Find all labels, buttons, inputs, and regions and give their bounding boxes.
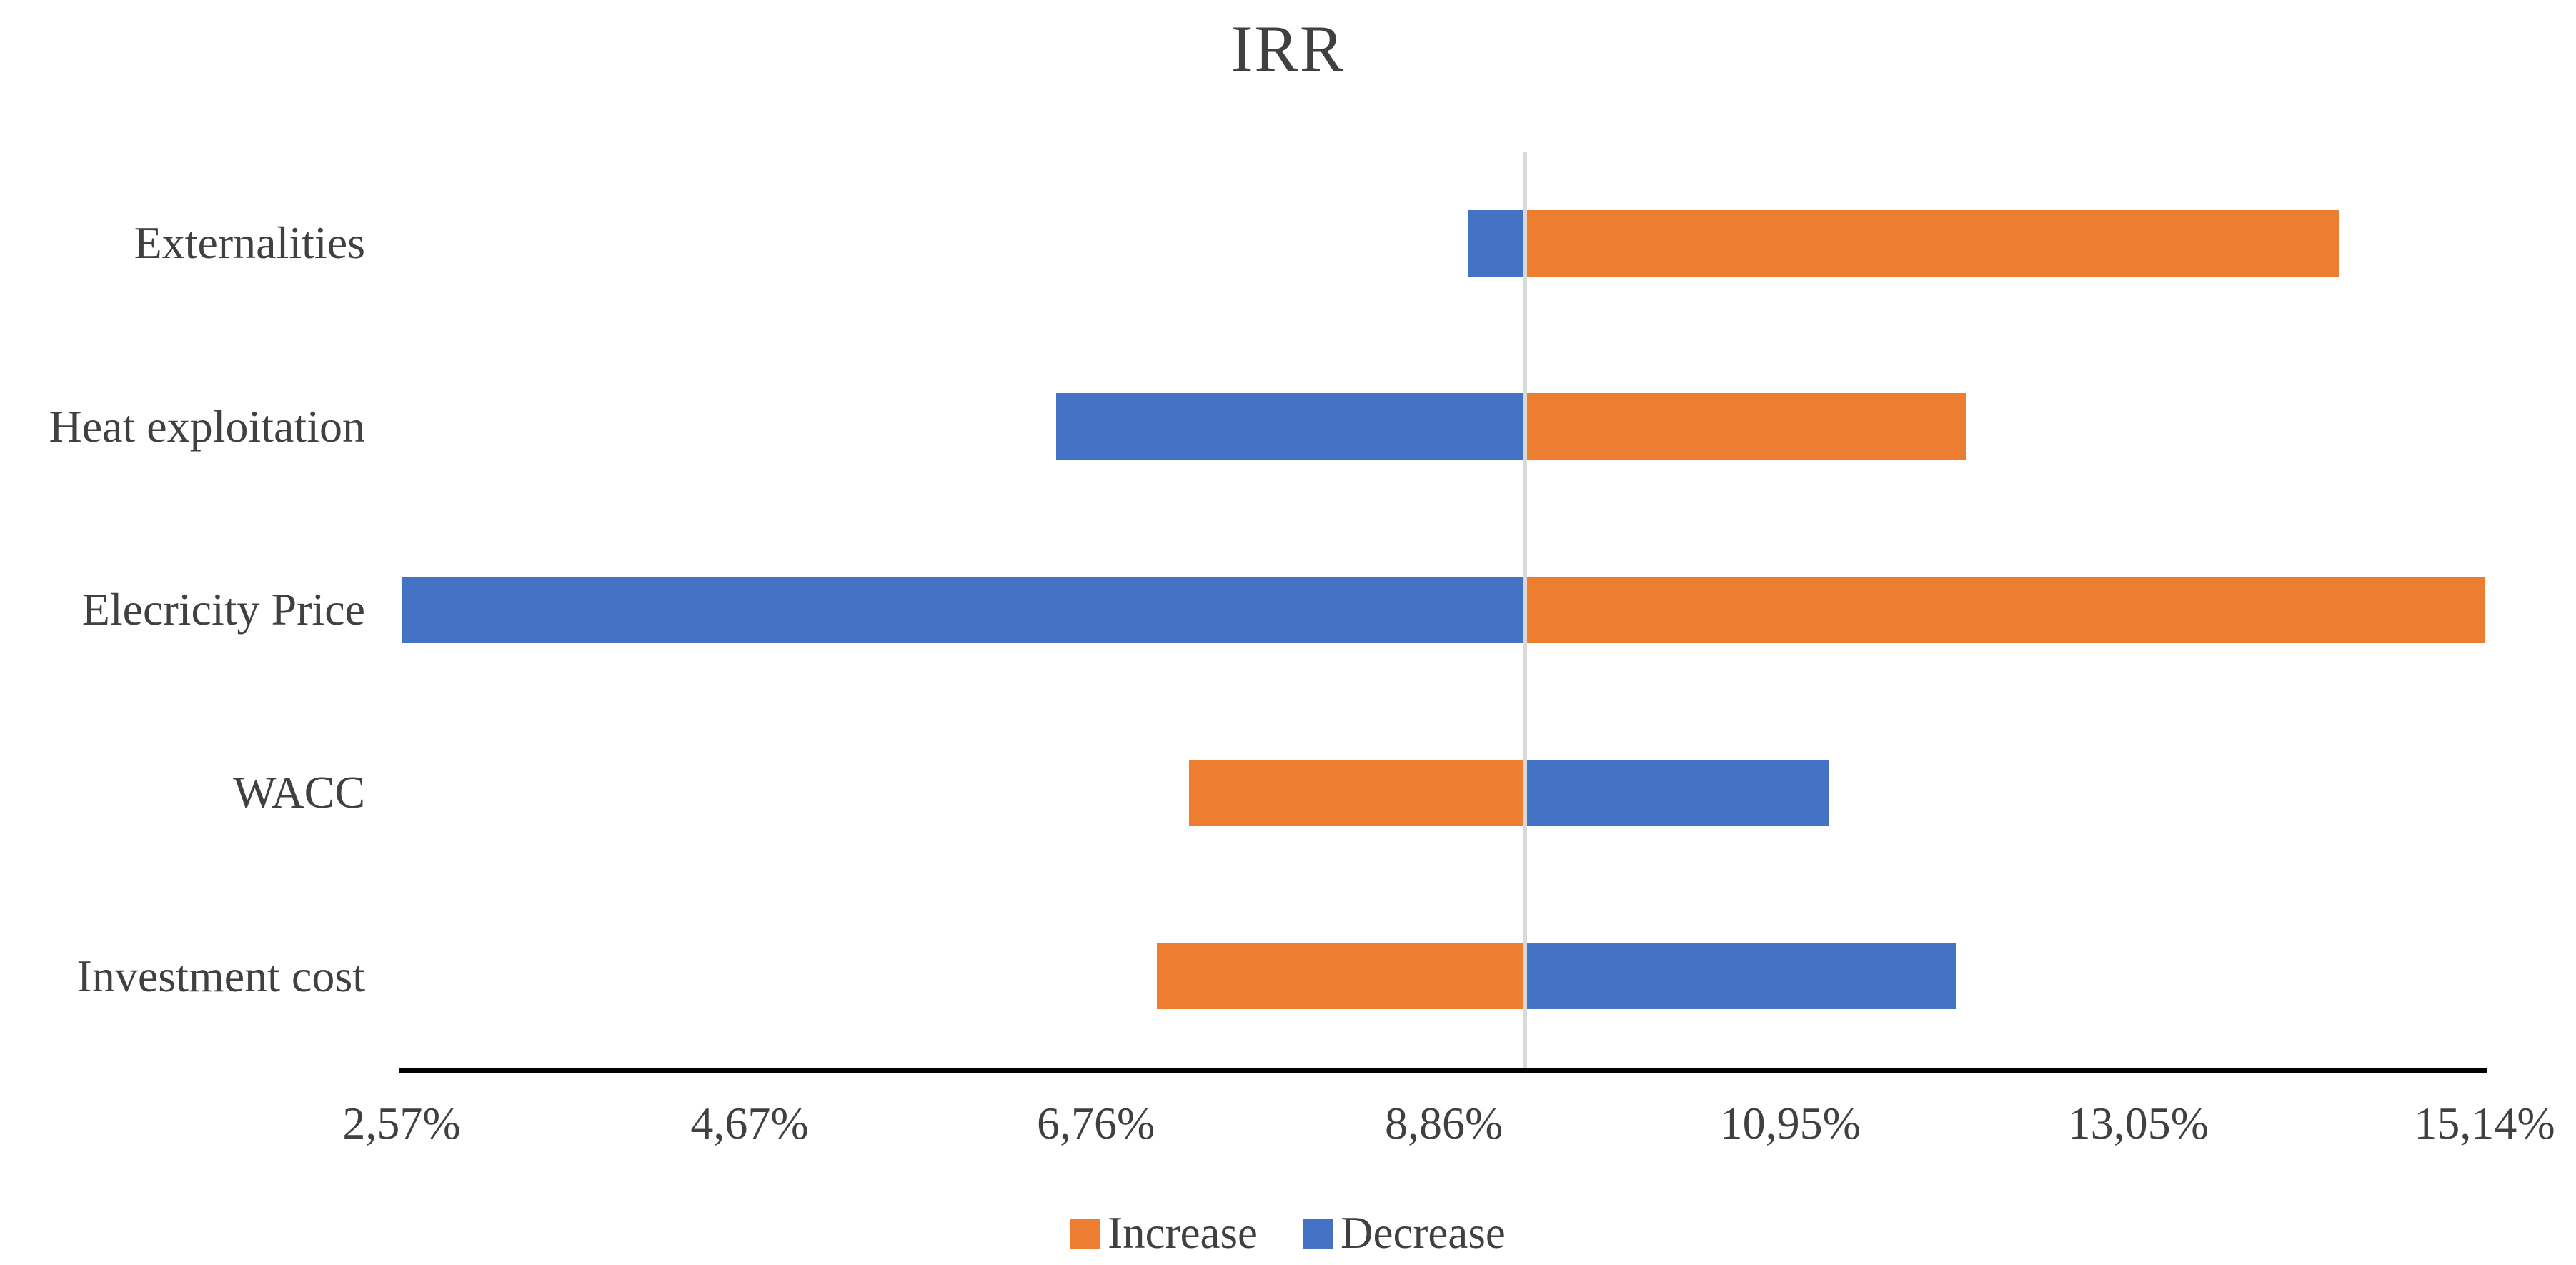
bar-externalities-decrease bbox=[1468, 209, 1526, 277]
chart-title: IRR bbox=[1230, 12, 1346, 85]
x-tick-label-1: 4,67% bbox=[690, 1098, 809, 1149]
category-label-wacc: WACC bbox=[233, 767, 365, 818]
base-gridline bbox=[1523, 152, 1528, 1071]
legend-label-decrease: Decrease bbox=[1341, 1208, 1506, 1258]
x-tick-label-6: 15,14% bbox=[2414, 1098, 2555, 1149]
category-label-investment-cost: Investment cost bbox=[76, 950, 365, 1001]
legend-item-decrease: Decrease bbox=[1303, 1211, 1506, 1256]
legend-swatch-increase bbox=[1070, 1218, 1101, 1249]
category-label-elecricity-price: Elecricity Price bbox=[81, 584, 365, 635]
bar-wacc-increase bbox=[1188, 759, 1526, 826]
bar-wacc-decrease bbox=[1525, 759, 1829, 826]
x-tick-label-5: 13,05% bbox=[2067, 1098, 2209, 1149]
legend-label-increase: Increase bbox=[1108, 1208, 1258, 1258]
x-tick-label-2: 6,76% bbox=[1037, 1098, 1155, 1149]
x-tick-label-3: 8,86% bbox=[1385, 1098, 1503, 1149]
bar-investment-cost-decrease bbox=[1525, 943, 1956, 1010]
category-label-externalities: Externalities bbox=[134, 217, 365, 269]
bar-heat-exploitation-increase bbox=[1525, 393, 1966, 460]
bar-externalities-increase bbox=[1525, 209, 2339, 277]
bar-elecricity-price-decrease bbox=[402, 576, 1526, 643]
x-axis-line bbox=[399, 1068, 2487, 1073]
legend: Increase Decrease bbox=[0, 1211, 2576, 1256]
legend-swatch-decrease bbox=[1303, 1218, 1333, 1249]
bar-heat-exploitation-decrease bbox=[1056, 393, 1526, 460]
legend-item-increase: Increase bbox=[1070, 1211, 1258, 1256]
bar-elecricity-price-increase bbox=[1525, 576, 2485, 643]
bar-investment-cost-increase bbox=[1157, 943, 1526, 1010]
x-tick-label-0: 2,57% bbox=[342, 1098, 461, 1149]
x-tick-label-4: 10,95% bbox=[1719, 1098, 1861, 1149]
category-label-heat-exploitation: Heat exploitation bbox=[49, 400, 365, 452]
